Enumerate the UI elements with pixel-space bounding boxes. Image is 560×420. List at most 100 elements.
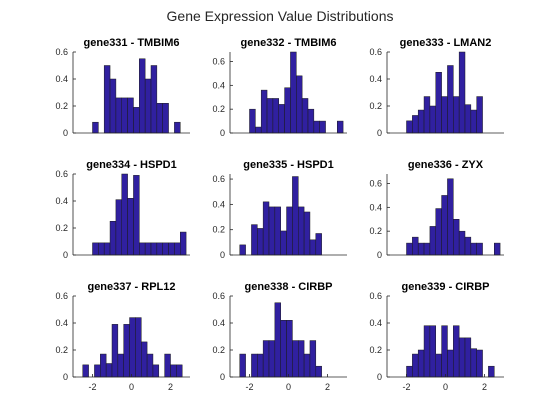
y-tick-label: 0.4 [55, 318, 68, 328]
histogram-bar [135, 317, 142, 378]
histogram-bar [139, 58, 146, 134]
histogram-bar [470, 109, 477, 134]
histogram-bar [447, 349, 454, 378]
histogram-bar [417, 349, 425, 378]
histogram-bar [290, 51, 297, 134]
histogram-bar [476, 349, 483, 378]
histogram-bar [133, 107, 140, 134]
histogram-bar [298, 340, 305, 378]
histogram-bar [129, 317, 136, 378]
y-tick-label: 0.4 [55, 74, 68, 84]
panel-title: gene337 - RPL12 [87, 281, 175, 293]
histogram-bar [82, 364, 89, 378]
histogram-bar [117, 353, 124, 378]
histogram-bar [458, 337, 466, 378]
y-tick-label: 0 [63, 128, 68, 138]
histogram-bar [319, 120, 326, 134]
y-tick-label: 0 [377, 250, 382, 260]
histogram-bar [164, 353, 171, 378]
histogram-bar [109, 221, 117, 256]
histogram-bar [262, 201, 270, 256]
y-tick-label: 0 [63, 250, 68, 260]
histogram-bar [251, 353, 258, 378]
histogram-bar [123, 324, 130, 378]
histogram-bar [406, 120, 413, 134]
histogram-bar [272, 98, 279, 134]
histogram-bar [412, 353, 419, 378]
histogram-bar [239, 353, 246, 378]
histogram-bar [406, 365, 413, 378]
histogram-bar [162, 103, 169, 134]
histogram-bar [470, 242, 477, 256]
panel-title: gene332 - TMBIM6 [241, 37, 337, 49]
histogram-bar [127, 198, 134, 256]
histogram-bar [139, 242, 146, 256]
panel-title: gene339 - CIRBP [401, 281, 489, 293]
histogram-bar [298, 206, 305, 256]
histogram-bar [423, 242, 431, 256]
histogram-bar [284, 87, 291, 134]
histogram-bar [262, 340, 270, 378]
histogram-bar [280, 320, 287, 378]
histogram-bar [423, 325, 431, 378]
y-tick-label: 0.4 [212, 199, 225, 209]
histogram-bar [453, 96, 460, 134]
histogram-bar [94, 364, 101, 378]
y-tick-label: 0 [220, 372, 225, 382]
panel-title: gene336 - ZYX [408, 159, 484, 171]
y-tick-label: 0.4 [212, 80, 225, 90]
histogram-bar [121, 173, 128, 256]
histogram-bar [257, 353, 264, 378]
x-tick-label: -2 [245, 382, 253, 392]
histogram-bar [464, 236, 472, 256]
histogram-bar [268, 340, 276, 378]
histogram-bar [174, 242, 181, 256]
histogram-bar [92, 121, 99, 134]
histogram-bar [274, 302, 281, 378]
y-tick-label: 0.2 [55, 223, 68, 233]
histogram-bar [412, 236, 419, 256]
x-tick-label: -2 [88, 382, 96, 392]
histogram-bar [406, 242, 413, 256]
histogram-bar [429, 226, 436, 256]
y-tick-label: 0.4 [55, 196, 68, 206]
panel-title: gene333 - LMAN2 [400, 37, 492, 49]
histogram-bar [266, 98, 274, 134]
histogram-bar [315, 233, 322, 256]
histogram-bar [162, 242, 169, 256]
histogram-panel: gene338 - CIRBP 0 0.2 0.4 0.6 -2 0 2 [212, 281, 347, 392]
histogram-bar [105, 363, 113, 378]
y-tick-label: 0 [220, 250, 225, 260]
histogram-bar [168, 242, 175, 256]
histogram-bar [464, 337, 472, 378]
histogram-panel: gene333 - LMAN2 0 0.2 0.4 0.6 [369, 37, 504, 138]
histogram-bar [435, 72, 442, 134]
histogram-bar [476, 96, 483, 134]
x-tick-label: 2 [325, 382, 330, 392]
histogram-bar [292, 176, 299, 256]
histogram-bar [251, 224, 258, 256]
histogram-bar [156, 242, 163, 256]
histogram-bar [150, 242, 158, 256]
histogram-bar [488, 365, 495, 378]
x-tick-label: 0 [129, 382, 134, 392]
y-tick-label: 0.6 [55, 291, 68, 301]
histogram-bar [144, 78, 152, 134]
histogram-bar [470, 348, 477, 378]
histogram-bar [309, 239, 317, 256]
y-tick-label: 0.6 [212, 57, 225, 67]
histogram-bar [429, 105, 436, 134]
histogram-bar [453, 325, 460, 378]
histogram-bar [152, 364, 160, 378]
histogram-bar [180, 231, 187, 256]
histogram-bar [170, 364, 177, 378]
histogram-bar [286, 206, 293, 256]
histogram-bar [146, 353, 154, 378]
panel-title: gene335 - HSPD1 [243, 159, 333, 171]
panel-title: gene334 - HSPD1 [86, 159, 176, 171]
y-tick-label: 0 [377, 372, 382, 382]
y-tick-label: 0.6 [55, 169, 68, 179]
y-tick-label: 0.6 [55, 47, 68, 57]
histogram-bar [156, 103, 163, 134]
y-tick-label: 0.4 [212, 318, 225, 328]
